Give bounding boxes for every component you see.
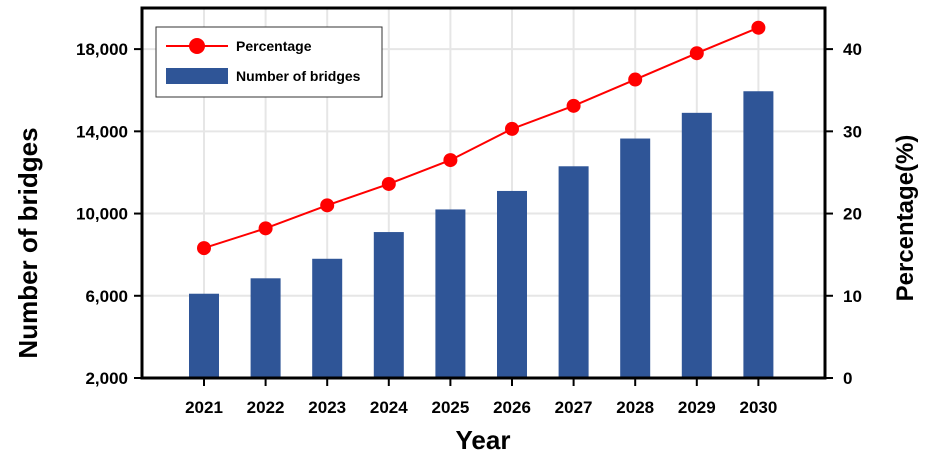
right-tick-label: 40 [843,40,862,59]
percentage-point-2029 [689,46,704,61]
x-axis: 2021 2022 2023 2024 2025 2026 2027 2028 2029 2030 [185,378,777,417]
bar-2025 [435,209,466,378]
x-tick-label: 2027 [555,398,593,417]
bar-2022 [250,278,281,378]
x-tick-label: 2025 [431,398,469,417]
bar-2030 [743,91,774,378]
right-tick-label: 20 [843,205,862,224]
percentage-point-2030 [751,20,766,35]
bar-2023 [312,258,343,378]
x-tick-label: 2024 [370,398,408,417]
x-tick-label: 2022 [247,398,285,417]
x-tick-label: 2021 [185,398,223,417]
percentage-point-2025 [443,153,458,168]
left-tick-label: 2,000 [85,369,128,388]
legend-label-bridges: Number of bridges [236,68,361,84]
x-tick-label: 2023 [308,398,346,417]
percentage-point-2028 [628,72,643,87]
percentage-point-2024 [381,176,396,191]
percentage-point-2022 [258,221,273,236]
bar-2026 [497,190,527,378]
legend: Percentage Number of bridges [155,26,383,98]
legend-marker-swatch [189,38,205,54]
plot-frame [140,6,827,380]
left-tick-label: 14,000 [76,122,128,141]
legend-label-percentage: Percentage [236,38,312,54]
left-tick-label: 10,000 [76,205,128,224]
right-tick-label: 10 [843,287,862,306]
right-tick-label: 0 [843,369,852,388]
line-series [197,20,766,256]
bar-2029 [681,112,712,378]
legend-bar-swatch [166,68,228,84]
x-tick-label: 2030 [739,398,777,417]
bar-2024 [373,232,404,378]
left-axis: 2,000 6,000 10,000 14,000 18,000 [76,40,142,388]
bar-2028 [620,138,651,378]
right-axis: 0 10 20 30 40 [825,40,862,388]
legend-box [155,26,383,98]
x-tick-label: 2026 [493,398,531,417]
left-tick-label: 6,000 [85,287,128,306]
percentage-line [203,26,759,250]
bar-2027 [558,166,589,378]
percentage-point-2023 [320,198,335,213]
right-axis-title: Percentage(%) [892,135,919,302]
percentage-point-2027 [566,98,581,113]
left-axis-title: Number of bridges [13,127,43,358]
percentage-point-2021 [197,241,211,256]
bar-2021 [189,293,219,378]
x-axis-title: Year [456,425,511,455]
x-tick-label: 2028 [616,398,654,417]
left-tick-label: 18,000 [76,40,128,59]
percentage-point-2026 [505,121,519,136]
bar-series [189,91,774,378]
x-tick-label: 2029 [678,398,716,417]
right-tick-label: 30 [843,122,862,141]
